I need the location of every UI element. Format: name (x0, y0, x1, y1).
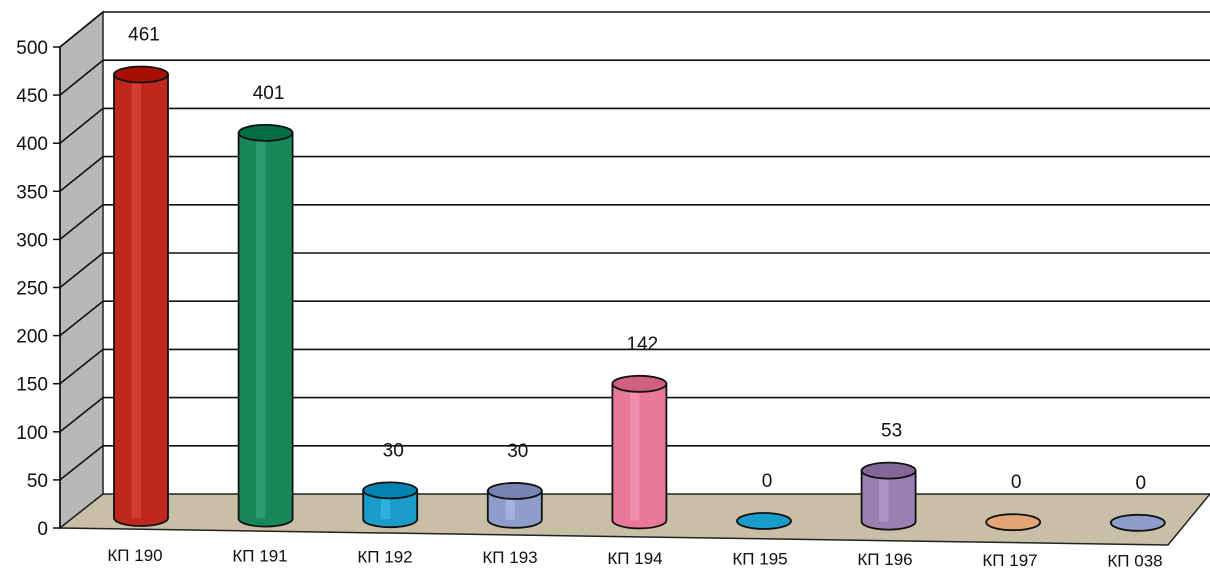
gridline-side (59, 300, 104, 337)
bar-body (860, 469, 917, 531)
gridline-side (59, 252, 104, 289)
y-tick-label: 200 (16, 327, 48, 348)
x-tick-label: КП 193 (482, 548, 537, 567)
gridline-side (59, 59, 104, 96)
bar-top (985, 513, 1042, 532)
x-tick-label: КП 038 (1107, 552, 1162, 571)
data-label: 30 (507, 441, 528, 462)
x-tick-label: КП 191 (232, 547, 287, 566)
bar-highlight (131, 76, 141, 518)
x-tick-label: КП 195 (732, 550, 787, 569)
bar-top (860, 461, 917, 480)
x-tick-label: КП 194 (607, 549, 662, 568)
x-tick-label: КП 192 (357, 547, 412, 566)
bar-highlight (256, 134, 266, 519)
y-tick-label: 0 (37, 519, 48, 540)
bar-top (237, 123, 294, 142)
x-tick-label: КП 196 (857, 550, 912, 569)
bar-1 (113, 65, 169, 527)
data-label: 0 (762, 471, 773, 492)
gridline-side (59, 107, 104, 144)
x-axis-labels: КП 190 КП 191 КП 192 КП 193 КП 194 КП 195 КП 1… (107, 546, 1162, 571)
bar-top (486, 482, 543, 500)
bar-5 (611, 374, 668, 530)
gridline-side (59, 445, 104, 481)
gridline-side (59, 11, 104, 48)
gridline-side (59, 204, 104, 241)
bar-top (736, 512, 792, 530)
bar-9 (1109, 513, 1166, 532)
bar-top (113, 65, 169, 84)
y-axis-ticks: 0 50 100 150 200 250 300 350 400 450 500 (16, 38, 61, 540)
bar-6 (736, 512, 792, 530)
bar-top (611, 374, 668, 393)
x-tick-label: КП 197 (982, 551, 1037, 570)
y-tick-label: 50 (27, 471, 48, 492)
data-labels: 461 401 30 30 142 0 53 0 0 (128, 25, 1146, 494)
data-label: 30 (383, 440, 404, 461)
bar-top (362, 481, 419, 500)
bar-body (113, 73, 169, 527)
x-tick-label: КП 190 (107, 546, 162, 565)
y-tick-label: 100 (16, 423, 48, 444)
data-label: 461 (128, 25, 160, 46)
bar-highlight (380, 492, 391, 520)
data-label: 53 (881, 421, 902, 442)
y-tick-label: 450 (16, 86, 48, 107)
y-tick-label: 300 (16, 230, 48, 251)
bar-highlight (505, 492, 515, 520)
bar-7 (860, 461, 917, 531)
bar-body (362, 489, 419, 529)
bar-body (486, 490, 543, 529)
data-label: 401 (253, 83, 285, 104)
y-tick-label: 400 (16, 134, 48, 155)
bar-4 (486, 482, 543, 529)
gridline-side (59, 396, 104, 433)
y-tick-label: 250 (16, 279, 48, 300)
bar-8 (985, 513, 1042, 532)
data-label: 0 (1136, 473, 1147, 494)
bar-2 (237, 123, 294, 528)
y-tick-label: 500 (16, 38, 48, 59)
y-tick-label: 150 (16, 375, 48, 396)
bar-highlight (629, 385, 640, 521)
y-tick-label: 350 (16, 182, 48, 203)
bar-highlight (879, 472, 889, 522)
gridline-side (59, 155, 104, 192)
bar-body (237, 131, 294, 528)
bar-3 (362, 481, 419, 529)
bars (113, 65, 1166, 532)
gridline-side (59, 348, 104, 385)
bar-top (1109, 513, 1166, 532)
data-label: 0 (1011, 472, 1022, 493)
bar-body (611, 382, 668, 530)
data-label: 142 (627, 334, 659, 355)
